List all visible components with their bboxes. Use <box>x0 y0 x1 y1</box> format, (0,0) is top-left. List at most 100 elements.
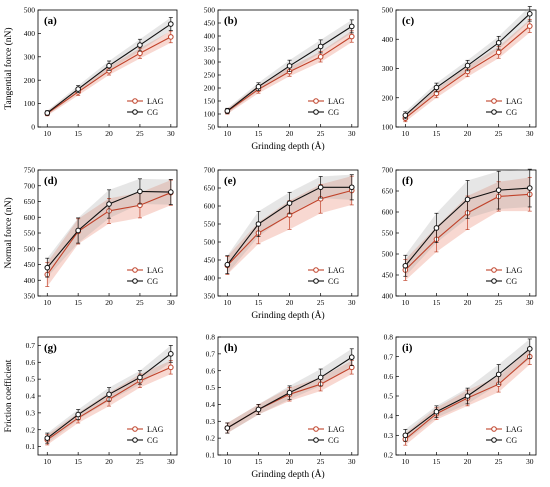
data-point-cg <box>255 221 262 227</box>
data-point-lag <box>495 49 502 56</box>
panel-label: (h) <box>224 342 238 354</box>
x-tick-label: 30 <box>167 129 175 138</box>
data-point-cg <box>44 435 51 441</box>
data-point-cg <box>526 185 533 191</box>
y-tick-label: 0.3 <box>206 417 216 426</box>
legend-label-lag: LAG <box>328 425 345 434</box>
y-tick-label: 400 <box>24 276 36 285</box>
panel-label: (a) <box>44 15 57 27</box>
panel-1: 0 100 200 300 400 500 10 15 20 25 30 LAG CG (a) <box>24 6 178 138</box>
legend-label-lag: LAG <box>147 266 164 275</box>
legend-label-cg: CG <box>506 108 517 117</box>
data-point-cg <box>495 187 502 193</box>
x-tick-label: 30 <box>348 129 356 138</box>
x-tick-label: 30 <box>348 457 356 466</box>
x-axis-title: Grinding depth (Å) <box>251 140 324 152</box>
x-tick-label: 30 <box>167 457 175 466</box>
data-point-cg <box>286 63 293 69</box>
panel-label: (g) <box>44 342 57 354</box>
y-tick-label: 0.3 <box>26 408 36 417</box>
x-tick-label: 15 <box>255 298 263 307</box>
y-tick-label: 450 <box>382 271 394 280</box>
y-tick-label: 700 <box>382 166 394 175</box>
legend-marker-cg <box>313 278 319 284</box>
legend-marker-cg <box>132 109 138 115</box>
x-tick-label: 15 <box>74 457 82 466</box>
y-tick-label: 0.2 <box>384 451 394 460</box>
y-tick-label: 600 <box>204 202 216 211</box>
y-tick-label: 300 <box>204 58 216 67</box>
x-tick-label: 15 <box>255 129 263 138</box>
legend-label-cg: CG <box>147 277 158 286</box>
x-tick-label: 25 <box>136 457 144 466</box>
x-tick-label: 10 <box>224 298 232 307</box>
data-point-cg <box>317 374 324 381</box>
y-tick-label: 500 <box>382 6 394 15</box>
y-tick-label: 700 <box>24 181 36 190</box>
x-tick-label: 25 <box>495 129 503 138</box>
x-tick-label: 25 <box>317 129 325 138</box>
data-point-cg <box>464 393 471 399</box>
data-point-cg <box>495 371 502 378</box>
y-tick-label: 100 <box>24 99 36 108</box>
y-tick-label: 550 <box>204 220 216 229</box>
plot-frame <box>217 336 359 456</box>
y-tick-label: 400 <box>382 292 394 301</box>
y-tick-label: 750 <box>24 166 36 175</box>
x-tick-label: 15 <box>433 457 441 466</box>
data-point-cg <box>464 196 471 203</box>
x-tick-label: 20 <box>464 457 472 466</box>
data-point-cg <box>224 108 231 114</box>
panel-2: 50 100 150 200 250 300 350 400 450 500 10 15 20 25 30 L… <box>204 6 359 138</box>
legend-label-cg: CG <box>328 436 339 445</box>
x-tick-label: 25 <box>495 298 503 307</box>
y-tick-label: 0.4 <box>26 392 36 401</box>
data-point-cg <box>526 11 533 17</box>
data-point-cg <box>402 262 409 269</box>
y-tick-label: 0.6 <box>384 372 394 381</box>
x-tick-label: 10 <box>44 457 52 466</box>
x-tick-label: 25 <box>317 457 325 466</box>
x-tick-label: 10 <box>402 457 410 466</box>
x-tick-label: 15 <box>433 129 441 138</box>
y-tick-label: 400 <box>204 32 216 41</box>
panel-label: (e) <box>224 175 237 187</box>
data-point-cg <box>286 200 293 206</box>
legend-marker-cg <box>132 437 138 443</box>
y-tick-label: 0.7 <box>206 349 216 358</box>
y-tick-label: 400 <box>204 274 216 283</box>
x-tick-label: 10 <box>402 298 410 307</box>
data-point-cg <box>137 188 143 195</box>
y-tick-label: 100 <box>382 123 394 132</box>
data-point-lag <box>317 54 324 60</box>
data-point-cg <box>317 184 324 191</box>
x-tick-label: 20 <box>105 129 113 138</box>
y-tick-label: 50 <box>208 123 216 132</box>
legend-marker-cg <box>491 278 497 284</box>
x-tick-label: 25 <box>495 457 503 466</box>
y-tick-label: 550 <box>24 229 36 238</box>
panel-label: (i) <box>402 342 413 354</box>
y-tick-label: 0 <box>31 123 35 132</box>
legend-marker-lag <box>491 426 497 432</box>
legend-label-lag: LAG <box>328 266 345 275</box>
data-point-cg <box>348 354 355 361</box>
x-tick-label: 30 <box>526 298 534 307</box>
data-point-cg <box>224 425 231 431</box>
x-tick-label: 10 <box>44 298 52 307</box>
legend-label-cg: CG <box>506 277 517 286</box>
y-tick-label: 700 <box>204 166 216 175</box>
data-point-cg <box>348 184 355 191</box>
data-point-cg <box>44 110 51 116</box>
legend-marker-lag <box>132 98 138 104</box>
panel-label: (d) <box>44 175 58 187</box>
y-tick-label: 350 <box>204 292 216 301</box>
data-point-cg <box>348 23 355 30</box>
y-tick-label: 0.2 <box>206 434 216 443</box>
data-point-cg <box>495 39 502 46</box>
x-tick-label: 10 <box>224 129 232 138</box>
data-point-cg <box>317 43 324 50</box>
panel-6: 400 450 500 550 600 650 700 10 15 20 25 30 LAG CG (f) <box>382 166 537 307</box>
legend-marker-lag <box>491 267 497 273</box>
legend-label-lag: LAG <box>328 97 345 106</box>
